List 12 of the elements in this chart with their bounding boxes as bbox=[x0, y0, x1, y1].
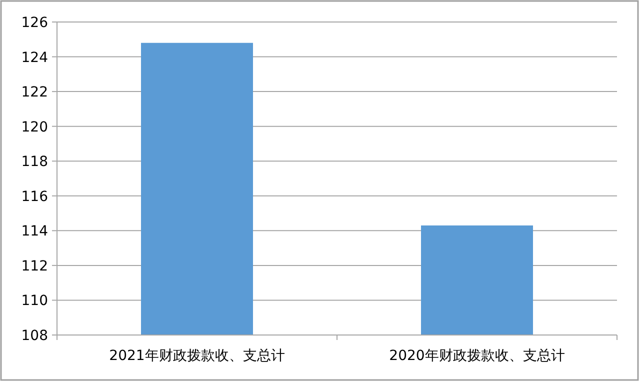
y-tick-label: 116 bbox=[21, 188, 48, 205]
y-tick-label: 112 bbox=[21, 258, 48, 274]
x-tick-label: 2021年财政拨款收、支总计 bbox=[109, 348, 285, 364]
y-tick-label: 110 bbox=[21, 293, 48, 310]
x-tick-label: 2020年财政拨款收、支总计 bbox=[389, 348, 565, 364]
y-tick-label: 122 bbox=[21, 84, 48, 101]
y-tick-label: 120 bbox=[21, 119, 48, 136]
y-tick-label: 126 bbox=[21, 15, 48, 31]
y-tick-label: 108 bbox=[21, 328, 48, 344]
y-tick-label: 114 bbox=[21, 224, 48, 240]
y-tick-label: 118 bbox=[21, 154, 48, 170]
y-tick-label: 124 bbox=[21, 50, 48, 66]
